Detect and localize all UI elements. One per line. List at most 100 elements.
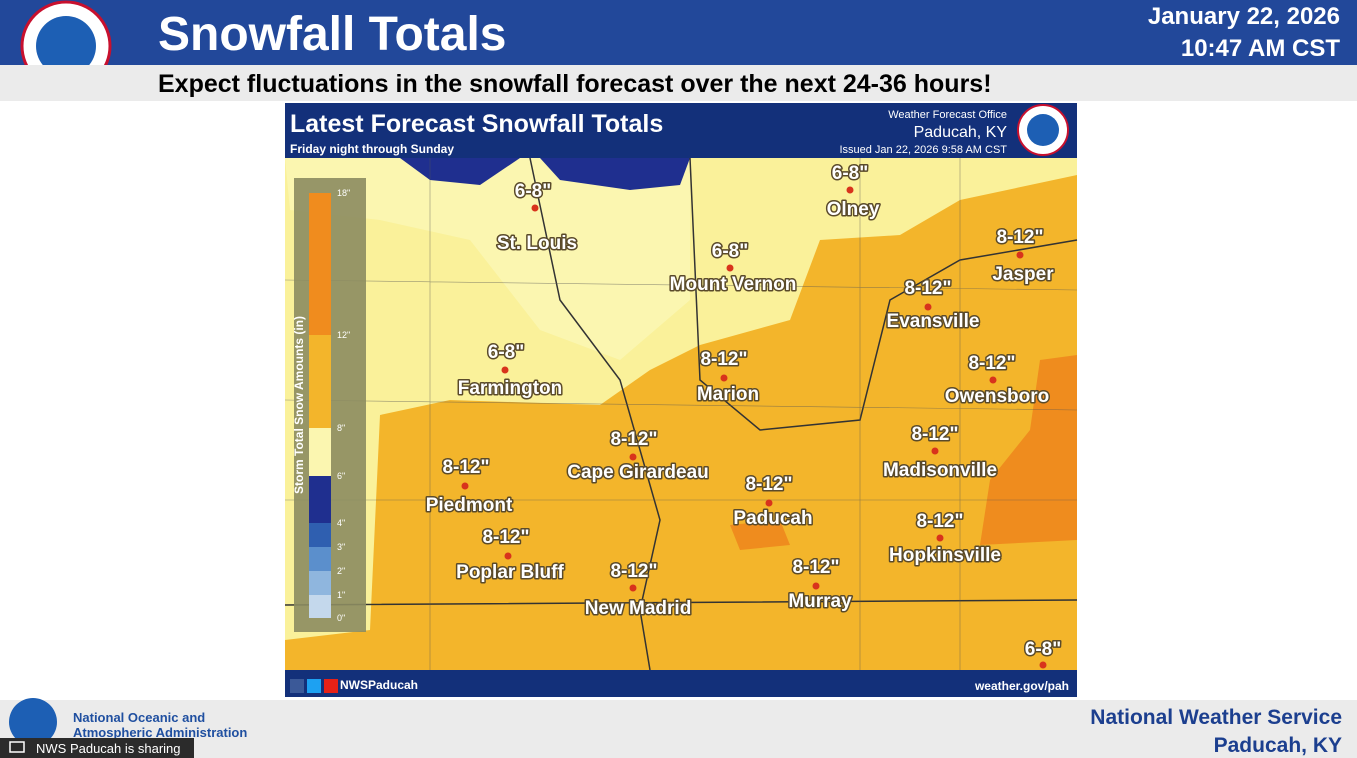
map-footer — [285, 670, 1077, 697]
city-amount: 8-12" — [996, 227, 1043, 248]
city-name: Farmington — [458, 378, 563, 399]
city-name: Owensboro — [945, 386, 1050, 407]
legend-tick: 3" — [337, 542, 345, 552]
city-name: St. Louis — [497, 233, 577, 254]
twitter-icon — [307, 679, 321, 693]
city-name: Jasper — [992, 264, 1054, 285]
city-dot — [504, 552, 512, 560]
blue-zone — [540, 158, 690, 190]
city-amount: 8-12" — [442, 457, 489, 478]
header-bar — [0, 0, 1357, 65]
orange-zone — [730, 520, 790, 550]
date: January 22, 2026 — [1148, 3, 1340, 30]
county-lines — [284, 158, 1078, 670]
legend-tick: 8" — [337, 423, 345, 433]
city-amount: 6-8" — [515, 181, 551, 202]
nws: National Weather Service — [1090, 706, 1342, 729]
city-amount: 8-12" — [745, 474, 792, 495]
city-amount: 8-12" — [792, 557, 839, 578]
legend-swatch — [309, 547, 331, 571]
map-panel: Latest Forecast Snowfall Totals Friday n… — [284, 103, 1078, 697]
time: 10:47 AM CST — [1181, 35, 1340, 62]
office: Paducah, KY — [914, 124, 1008, 141]
sharing-badge — [0, 738, 194, 758]
map-period: Friday night through Sunday — [290, 142, 454, 156]
city-dot — [1016, 251, 1024, 259]
city-dot — [812, 582, 820, 590]
subtitle-bar — [0, 65, 1357, 101]
office-label: Weather Forecast Office — [888, 109, 1007, 121]
city-name: Murray — [788, 591, 852, 612]
agency-line1: National Oceanic and — [73, 710, 205, 725]
light-zone — [285, 158, 1077, 640]
city-dot — [1039, 661, 1047, 669]
city-dot — [531, 204, 539, 212]
city-name: Cape Girardeau — [567, 462, 709, 483]
city-name: Piedmont — [426, 495, 513, 516]
city-amount: 8-12" — [700, 349, 747, 370]
city-dot — [726, 264, 734, 272]
city-dot — [501, 366, 509, 374]
city-name: Madisonville — [883, 460, 997, 481]
social: NWSPaducah — [340, 678, 418, 692]
screen-icon — [9, 741, 25, 753]
legend-tick: 0" — [337, 613, 345, 623]
city-dot — [931, 447, 939, 455]
city-amount: 8-12" — [610, 561, 657, 582]
city-amount: 8-12" — [916, 511, 963, 532]
website: weather.gov/pah — [974, 679, 1069, 693]
agency-line2: Atmospheric Administration — [73, 725, 247, 740]
legend-tick: 4" — [337, 518, 345, 528]
legend-swatch — [309, 523, 331, 547]
city-name: Hopkinsville — [889, 545, 1001, 566]
legend-tick: 18" — [337, 188, 350, 198]
youtube-icon — [324, 679, 338, 693]
city-amount: 8-12" — [968, 353, 1015, 374]
city-name: Olney — [827, 199, 880, 220]
city-dot — [846, 186, 854, 194]
footer-bar — [0, 700, 1357, 758]
city-amount: 6-8" — [488, 342, 524, 363]
city-amount: 6-8" — [712, 241, 748, 262]
legend-tick: 12" — [337, 330, 350, 340]
city-name: Evansville — [887, 311, 980, 332]
orange-zone — [980, 355, 1077, 545]
title: Snowfall Totals — [158, 8, 506, 61]
city-name: Paducah — [733, 508, 812, 529]
city-amount: 8-12" — [904, 278, 951, 299]
city-dot — [936, 534, 944, 542]
city-dot — [629, 584, 637, 592]
issued: Issued Jan 22, 2026 9:58 AM CST — [839, 144, 1007, 156]
city-name: New Madrid — [585, 598, 692, 619]
legend-tick: 1" — [337, 590, 345, 600]
lighter-zone — [285, 158, 690, 360]
map-title: Latest Forecast Snowfall Totals — [290, 110, 663, 138]
legend-swatch — [309, 428, 331, 476]
legend-tick: 6" — [337, 471, 345, 481]
city-dot — [924, 303, 932, 311]
facebook-icon — [290, 679, 304, 693]
city-dot — [461, 482, 469, 490]
city-dot — [989, 376, 997, 384]
subtitle: Expect fluctuations in the snowfall fore… — [158, 70, 992, 98]
legend-swatch — [309, 335, 331, 428]
city-name: Mount Vernon — [670, 274, 797, 295]
nws-location: Paducah, KY — [1214, 734, 1342, 757]
city-amount: 6-8" — [1025, 639, 1061, 660]
city-amount: 8-12" — [911, 424, 958, 445]
map-logo-inner — [1027, 114, 1059, 146]
city-amount: 6-8" — [832, 163, 868, 184]
city-amount: 8-12" — [610, 429, 657, 450]
city-dot — [629, 453, 637, 461]
city-amount: 8-12" — [482, 527, 529, 548]
legend-title: Storm Total Snow Amounts (in) — [292, 316, 306, 494]
legend-swatch — [309, 476, 331, 523]
legend-swatch — [309, 595, 331, 618]
city-dot — [720, 374, 728, 382]
city-dot — [765, 499, 773, 507]
sharing-text: NWS Paducah is sharing — [36, 741, 181, 756]
legend-swatch — [309, 193, 331, 335]
map-header — [285, 103, 1077, 158]
city-name: Marion — [697, 384, 759, 405]
